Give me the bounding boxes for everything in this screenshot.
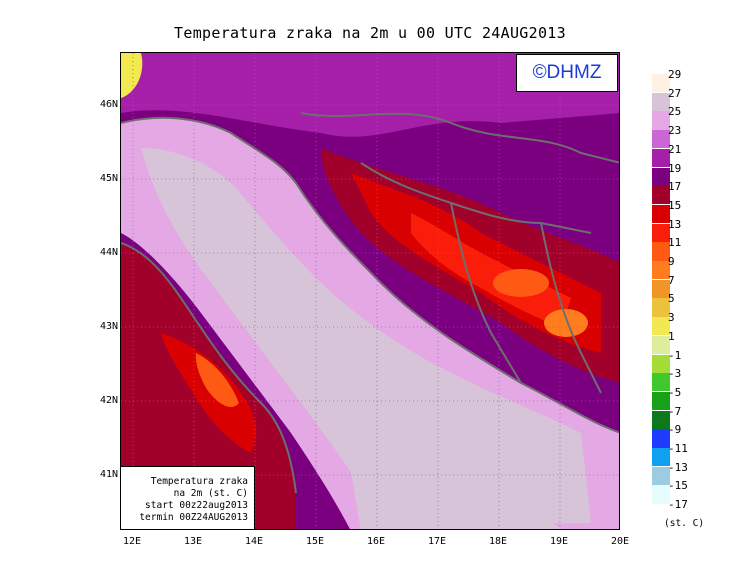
serbia-border <box>540 222 602 394</box>
legend-swatch <box>652 448 670 467</box>
lon-label-15: 15E <box>305 536 325 547</box>
legend-swatch <box>652 130 670 149</box>
legend-swatch <box>652 261 670 280</box>
lon-label-17: 17E <box>427 536 447 547</box>
legend-swatch <box>652 186 670 205</box>
legend-swatch <box>652 466 670 485</box>
dhmz-logo: ©DHMZ <box>516 54 618 92</box>
temperature-map <box>120 52 620 530</box>
legend-swatch <box>652 410 670 429</box>
legend-swatch <box>652 354 670 373</box>
info-line-2: na 2m (st. C) <box>173 488 248 499</box>
lat-label-43: 43N <box>99 321 118 332</box>
legend-label: 27 <box>668 86 682 100</box>
legend-swatch <box>652 204 670 224</box>
legend-label: 9 <box>668 255 675 268</box>
legend-label: 7 <box>668 273 675 287</box>
legend-swatch <box>652 242 670 261</box>
hot-spot-b <box>544 309 588 337</box>
legend-label: 29 <box>668 68 682 81</box>
legend-swatch <box>652 167 670 186</box>
lon-label-13: 13E <box>183 536 203 547</box>
legend-label: 25 <box>668 105 682 119</box>
legend-swatch <box>652 279 670 298</box>
lon-label-20: 20E <box>610 536 630 547</box>
info-line-3: start 00z22aug2013 <box>145 500 248 511</box>
legend-label: 21 <box>668 142 682 156</box>
legend-label: 13 <box>668 217 682 231</box>
legend-label: -13 <box>668 460 688 474</box>
legend-swatch <box>652 148 670 168</box>
northern-border <box>300 112 619 164</box>
legend-swatch <box>652 223 670 242</box>
lat-label-46: 46N <box>99 99 118 110</box>
legend-swatch <box>652 391 670 411</box>
legend-label: 15 <box>668 198 682 212</box>
lon-label-12: 12E <box>122 536 142 547</box>
legend-unit: (st. C) <box>664 518 705 529</box>
bosnia-border <box>450 202 522 384</box>
legend-swatch <box>652 74 670 93</box>
legend-swatch <box>652 92 670 111</box>
info-line-1: Temperatura zraka <box>150 476 248 487</box>
lat-label-42: 42N <box>99 395 118 406</box>
info-line-4: termin 00Z24AUG2013 <box>139 512 248 523</box>
legend-label: 5 <box>668 292 675 306</box>
legend-label: 1 <box>668 329 675 343</box>
legend-label: 11 <box>668 236 682 250</box>
italy-coastline <box>121 242 297 494</box>
legend-swatch <box>652 485 670 504</box>
legend-label: -7 <box>668 404 682 418</box>
temperature-field <box>121 53 619 529</box>
legend-label: 3 <box>668 311 675 325</box>
lon-label-19: 19E <box>549 536 569 547</box>
legend-swatch <box>652 429 670 448</box>
hot-spot-a <box>493 269 549 297</box>
legend-swatch <box>652 111 670 130</box>
lon-label-18: 18E <box>488 536 508 547</box>
northern-band <box>121 53 619 137</box>
lat-label-45: 45N <box>99 173 118 184</box>
legend-label: 19 <box>668 161 682 175</box>
legend-label: -1 <box>668 348 682 362</box>
map-title: Temperatura zraka na 2m u 00 UTC 24AUG20… <box>174 24 566 42</box>
legend-label: -15 <box>668 479 688 493</box>
adriatic-sea <box>141 148 591 523</box>
legend-label: -11 <box>668 442 688 455</box>
legend-swatch <box>652 373 670 392</box>
italy-inner <box>161 333 257 453</box>
ionian-sea <box>351 457 560 529</box>
legend-label: -3 <box>668 367 682 381</box>
italy-core <box>195 353 239 408</box>
grid-lines <box>121 53 619 529</box>
info-box: Temperatura zraka na 2m (st. C) start 00… <box>121 466 255 529</box>
lon-label-16: 16E <box>366 536 386 547</box>
east-coastline <box>121 116 619 434</box>
lat-label-41: 41N <box>99 469 118 480</box>
legend-swatch <box>652 298 670 317</box>
legend-swatch <box>652 335 670 355</box>
dinaric-core <box>411 213 571 328</box>
nw-corner <box>121 53 143 98</box>
lon-label-14: 14E <box>244 536 264 547</box>
legend-label: -17 <box>668 498 688 512</box>
legend-label: -5 <box>668 385 682 399</box>
legend-label: 23 <box>668 124 682 138</box>
lat-label-44: 44N <box>99 247 118 258</box>
legend-label: -9 <box>668 423 682 437</box>
legend-label: 17 <box>668 180 682 194</box>
legend-swatch <box>652 317 670 336</box>
